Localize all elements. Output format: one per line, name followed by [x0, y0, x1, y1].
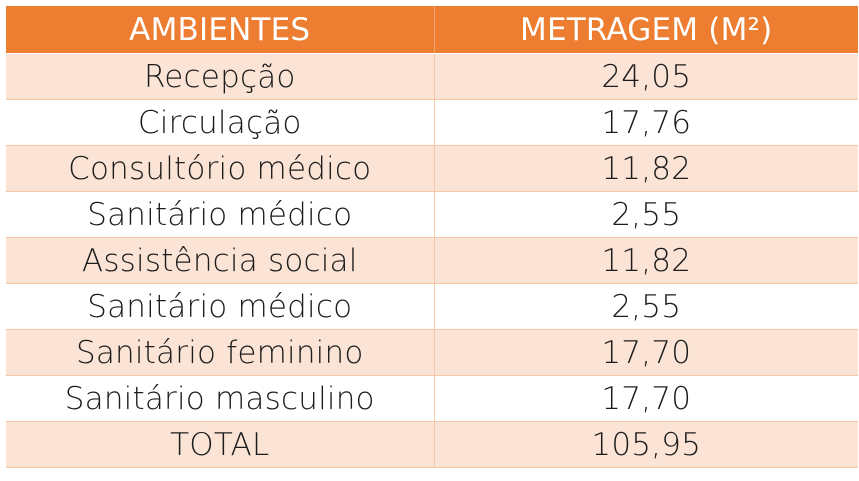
area-table: AMBIENTES METRAGEM (M²) Recepção 24,05 C… — [6, 6, 858, 468]
room-name: Circulação — [6, 99, 435, 146]
header-row: AMBIENTES METRAGEM (M²) — [6, 6, 858, 54]
table-row: Sanitário feminino 17,70 — [6, 329, 858, 376]
room-area: 17,70 — [434, 375, 858, 422]
room-name: Sanitário masculino — [6, 375, 435, 422]
room-area: 11,82 — [434, 145, 858, 192]
total-value: 105,95 — [434, 421, 858, 468]
header-metragem: METRAGEM (M²) — [434, 6, 858, 54]
room-name: Assistência social — [6, 237, 435, 284]
table-row: Sanitário médico 2,55 — [6, 191, 858, 238]
room-name: Sanitário médico — [6, 191, 435, 238]
table-row: Recepção 24,05 — [6, 53, 858, 100]
table-row: Sanitário masculino 17,70 — [6, 375, 858, 422]
room-name: Sanitário feminino — [6, 329, 435, 376]
room-name: Consultório médico — [6, 145, 435, 192]
header-ambientes: AMBIENTES — [6, 6, 435, 54]
room-name: Sanitário médico — [6, 283, 435, 330]
room-area: 17,70 — [434, 329, 858, 376]
table-row: Assistência social 11,82 — [6, 237, 858, 284]
room-name: Recepção — [6, 53, 435, 100]
table-row: Consultório médico 11,82 — [6, 145, 858, 192]
total-label: TOTAL — [6, 421, 435, 468]
total-row: TOTAL 105,95 — [6, 421, 858, 468]
room-area: 24,05 — [434, 53, 858, 100]
room-area: 17,76 — [434, 99, 858, 146]
room-area: 11,82 — [434, 237, 858, 284]
room-area: 2,55 — [434, 283, 858, 330]
room-area: 2,55 — [434, 191, 858, 238]
table-row: Circulação 17,76 — [6, 99, 858, 146]
table-row: Sanitário médico 2,55 — [6, 283, 858, 330]
